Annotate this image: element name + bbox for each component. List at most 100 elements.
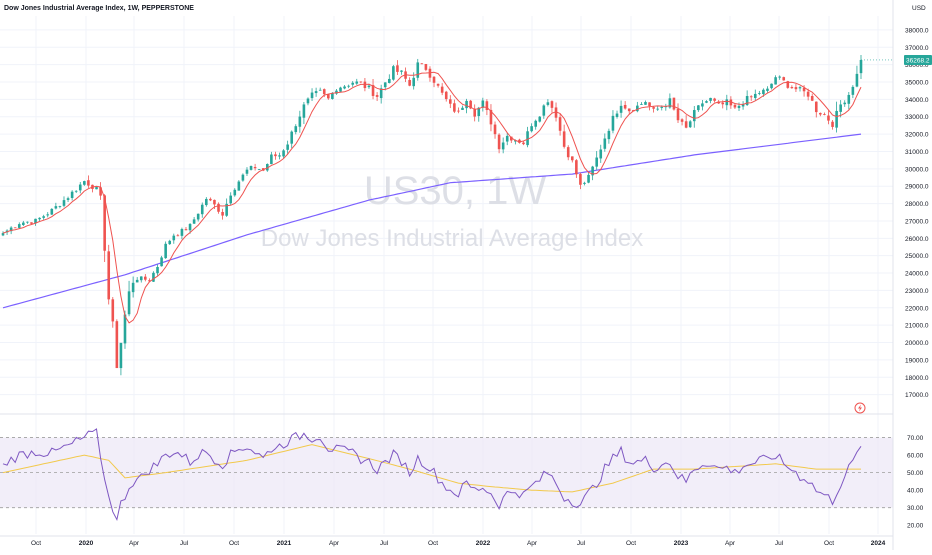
candle: [237, 180, 241, 191]
candle: [278, 152, 281, 160]
candle: [115, 319, 119, 369]
candle: [245, 167, 249, 176]
candle: [359, 81, 363, 84]
watermark-name: Dow Jones Industrial Average Index: [261, 225, 643, 252]
candle: [847, 92, 851, 110]
price-tick-label: 19000.0: [905, 357, 929, 364]
price-tick-label: 25000.0: [905, 253, 929, 260]
price-tick-label: 18000.0: [905, 375, 929, 382]
time-tick-label: 2021: [277, 540, 292, 547]
candle: [790, 85, 794, 89]
candle: [148, 278, 151, 282]
price-tick-label: 22000.0: [905, 305, 929, 312]
candle: [538, 115, 542, 123]
candle: [579, 172, 582, 190]
candle: [684, 115, 688, 129]
candle: [587, 172, 590, 184]
candle: [766, 86, 769, 93]
candle: [294, 124, 298, 135]
candle: [595, 151, 598, 170]
ma200-line: [2, 133, 862, 309]
price-tick-label: 36000.0: [905, 62, 929, 69]
candle: [119, 342, 123, 376]
candle: [200, 202, 204, 218]
candle: [282, 149, 285, 159]
candle: [546, 99, 550, 107]
candle: [270, 151, 273, 165]
candle: [318, 87, 322, 91]
rsi-line: [2, 428, 862, 522]
price-tick-label: 38000.0: [905, 27, 929, 34]
price-tick-label: 27000.0: [905, 218, 929, 225]
candle: [274, 151, 277, 160]
candle: [99, 182, 102, 200]
candle: [758, 90, 761, 96]
candle: [583, 181, 586, 186]
time-tick-label: Oct: [229, 540, 239, 547]
candle: [30, 222, 33, 225]
candle: [851, 85, 855, 99]
time-tick-label: 2024: [871, 540, 886, 547]
candle: [152, 271, 155, 283]
candle: [205, 197, 208, 207]
lightning-icon[interactable]: [854, 402, 866, 414]
time-tick-label: 2020: [79, 540, 94, 547]
time-tick-label: 2022: [476, 540, 491, 547]
time-tick-label: Oct: [31, 540, 41, 547]
candle: [774, 75, 777, 85]
candle: [448, 95, 452, 109]
candle: [676, 103, 680, 124]
candle: [619, 100, 623, 118]
candle: [176, 233, 180, 237]
candle: [310, 88, 314, 102]
price-tick-label: 32000.0: [905, 132, 929, 139]
candle: [302, 102, 306, 125]
candle: [424, 63, 428, 72]
currency-label: USD: [912, 5, 926, 12]
candle: [457, 107, 460, 114]
candle: [656, 105, 659, 111]
candle: [530, 123, 533, 133]
candle: [644, 100, 647, 105]
candle: [160, 255, 163, 267]
candle: [196, 213, 200, 222]
time-tick-label: Oct: [824, 540, 834, 547]
candle: [798, 85, 802, 92]
time-tick-label: Apr: [129, 540, 140, 547]
candle: [823, 112, 826, 116]
candle: [416, 58, 420, 81]
candle: [603, 133, 607, 152]
price-tick-label: 35000.0: [905, 80, 929, 87]
candle: [70, 190, 74, 201]
candle: [233, 188, 237, 197]
candle: [62, 196, 66, 208]
candle: [680, 118, 684, 126]
candle: [135, 277, 139, 283]
candle: [778, 75, 781, 80]
candle: [819, 112, 822, 117]
candle: [298, 110, 302, 133]
candle: [814, 101, 818, 118]
candle: [351, 81, 355, 87]
candle: [489, 104, 493, 132]
candle: [229, 192, 233, 206]
candle: [570, 156, 574, 163]
candle: [408, 77, 411, 87]
candle: [709, 97, 712, 104]
candle: [286, 140, 289, 155]
rsi-tick-label: 20.00: [907, 523, 924, 530]
price-tick-label: 30000.0: [905, 166, 929, 173]
candle: [705, 100, 708, 104]
candle: [481, 97, 485, 112]
candle: [697, 104, 700, 112]
candle: [17, 222, 21, 230]
price-tick-label: 29000.0: [905, 184, 929, 191]
candle: [725, 94, 729, 111]
candle: [566, 145, 570, 161]
candle: [444, 90, 448, 102]
rsi-tick-label: 70.00: [907, 435, 924, 442]
time-tick-label: Oct: [428, 540, 438, 547]
candle: [192, 216, 196, 225]
